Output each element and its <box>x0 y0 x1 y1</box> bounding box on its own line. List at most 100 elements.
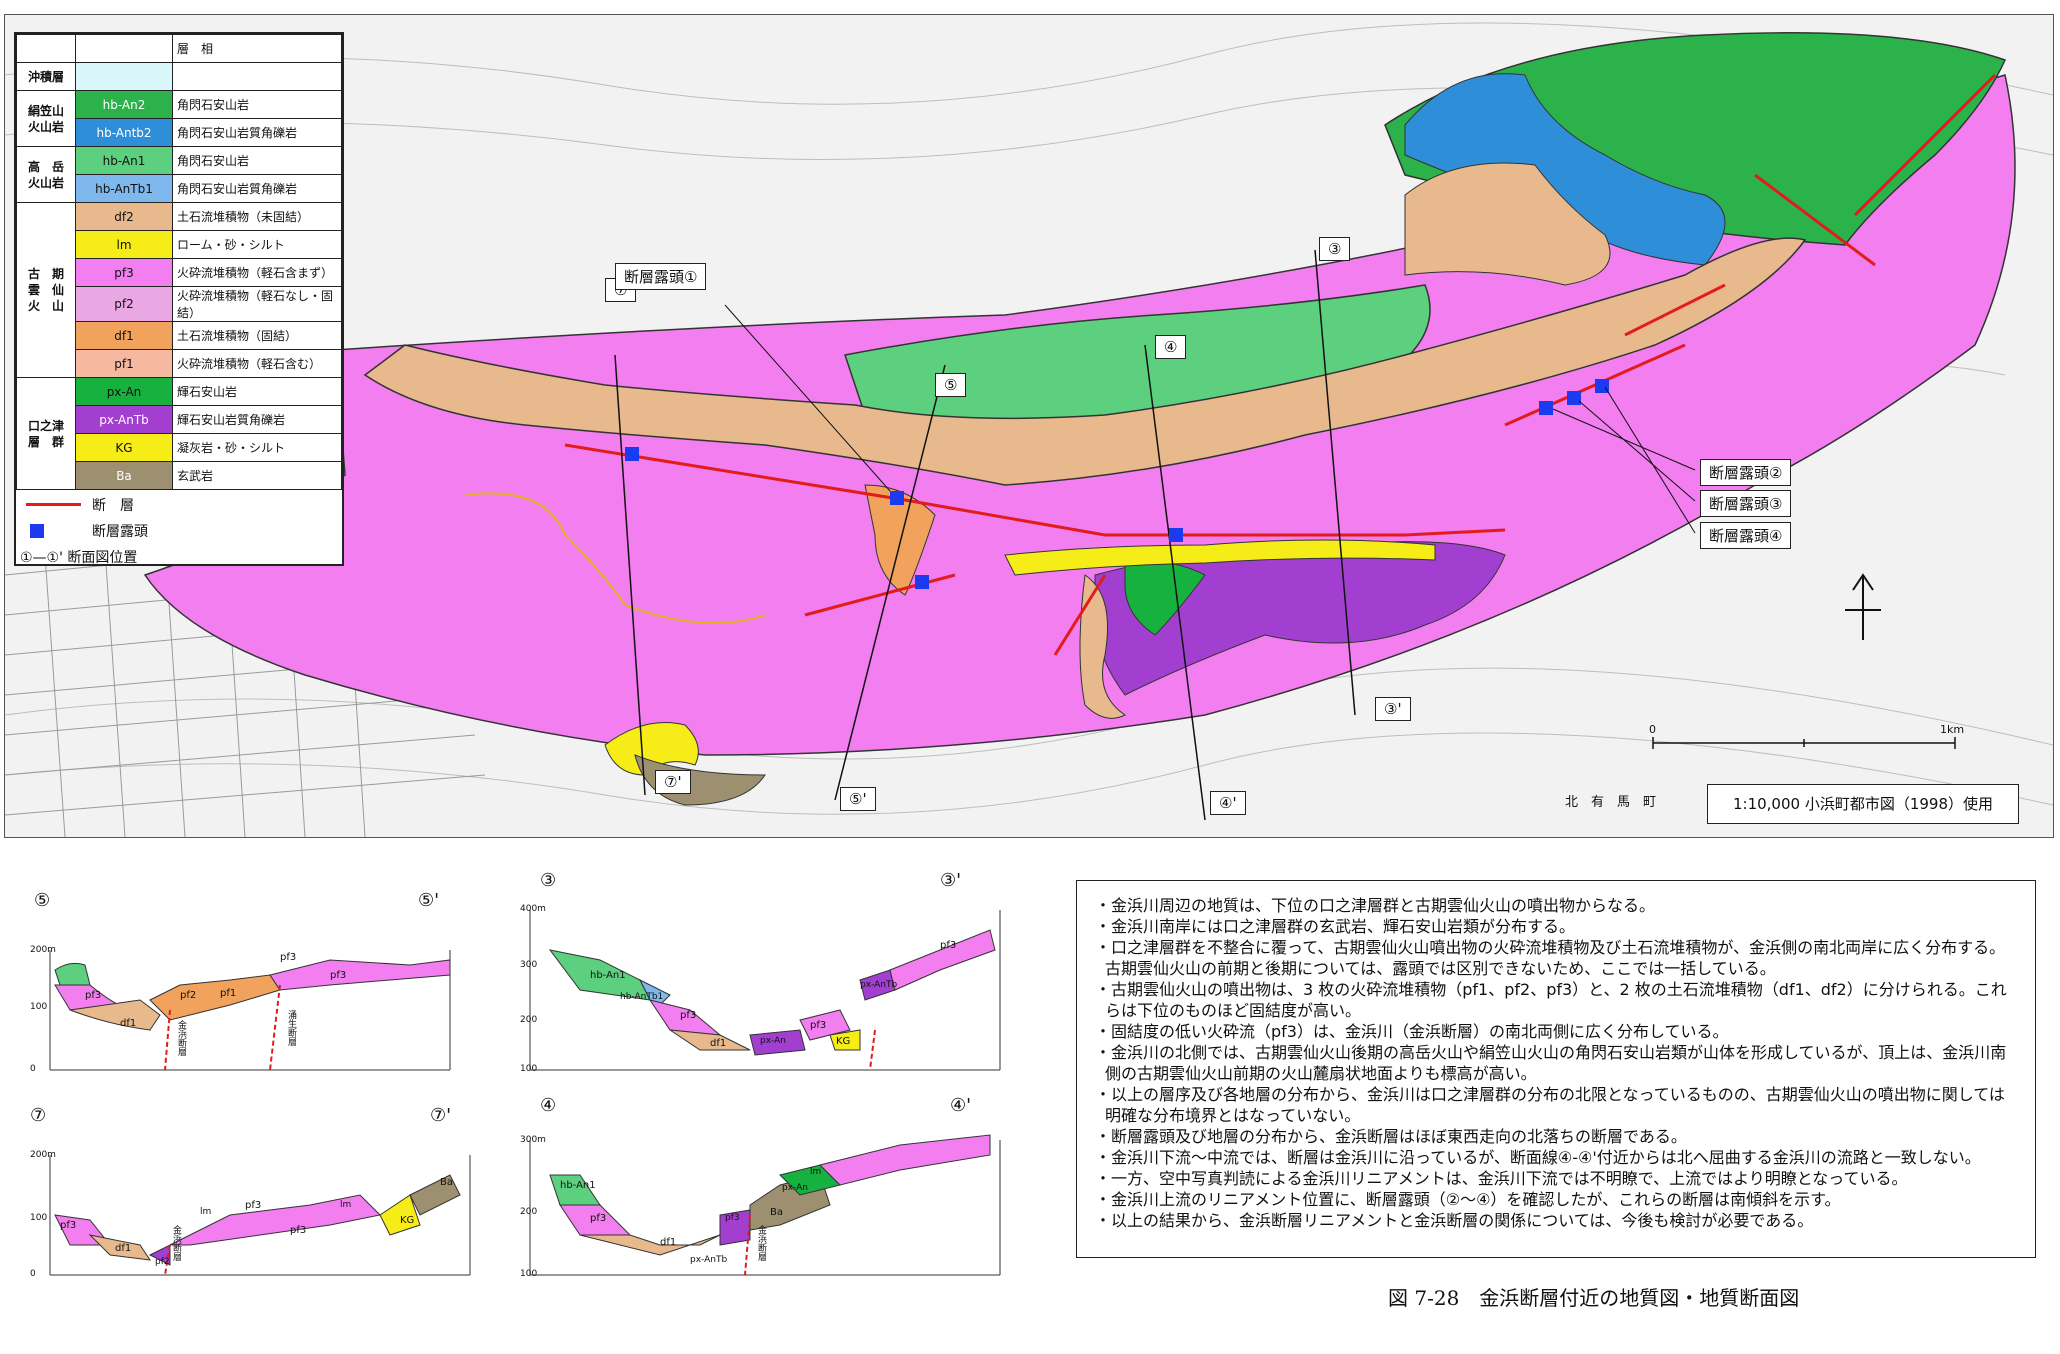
section-3-unit-df1: df1 <box>710 1038 727 1049</box>
note-item: ・以上の結果から、金浜断層リニアメントと金浜断層の関係については、今後も検討が必… <box>1095 1211 1814 1230</box>
section-4-elev-300: 300m <box>520 1135 546 1145</box>
scale-bar <box>1652 737 1956 749</box>
note-item: ・以上の層序及び各地層の分布から、金浜川は口之津層群の分布の北限となっているもの… <box>1095 1085 2005 1125</box>
section-3-elev-100: 100 <box>520 1064 538 1074</box>
lm-unit-south <box>604 722 699 776</box>
section-3-unit-pf3-c: pf3 <box>940 940 957 951</box>
section-7-unit-pf3-c: pf3 <box>290 1225 307 1236</box>
section-5-profile <box>49 950 451 1071</box>
note-item: ・金浜川の北側では、古期雲仙火山後期の高岳火山や絹笠山火山の角閃石安山岩類が山体… <box>1095 1043 2007 1083</box>
outcrop-symbol-icon <box>30 524 44 538</box>
legend-group-kuchinotsu: 口之津 層 群 <box>16 377 76 490</box>
section-3-unit-hb-An1: hb-An1 <box>590 970 626 981</box>
section-4-elev-100: 100 <box>520 1269 538 1279</box>
section-4-unit-pf3-b: pf3 <box>725 1213 740 1223</box>
legend-desc-pf1: 火砕流堆積物（軽石含む） <box>172 349 342 378</box>
note-item: ・口之津層群を不整合に覆って、古期雲仙火山噴出物の火砕流堆積物及び土石流堆積物が… <box>1095 938 2006 978</box>
section-7-profile <box>49 1155 471 1276</box>
section-7-fault-kanehama: 金浜断層 <box>171 1225 181 1261</box>
section-5-fault-kanehama: 金浜断層 <box>176 1020 186 1056</box>
callout-leaders <box>724 304 1696 534</box>
section-4-unit-Ba: Ba <box>770 1207 783 1218</box>
df2-unit-north <box>1404 162 1611 286</box>
section-7-unit-lm-b: lm <box>340 1200 352 1210</box>
legend-desc-px-AnTb: 輝石安山岩質角礫岩 <box>172 405 342 434</box>
section-5-fault-yusei: 涌生断層 <box>286 1010 296 1046</box>
section-4-unit-px-An: px-An <box>782 1183 808 1193</box>
legend-desc-pf2: 火砕流堆積物（軽石なし・固結） <box>172 286 342 322</box>
legend-group-kinugasa: 絹笠山 火山岩 <box>16 90 76 147</box>
notes-list: ・金浜川周辺の地質は、下位の口之津層群と古期雲仙火山の噴出物からなる。 ・金浜川… <box>1095 895 2017 1231</box>
legend-desc-lm: ローム・砂・シルト <box>172 230 342 259</box>
north-arrow-icon <box>1845 573 1881 640</box>
legend-code-hb-AnTb1: hb-AnTb1 <box>75 174 173 203</box>
legend-code-lm: lm <box>75 230 173 259</box>
note-item: ・古期雲仙火山の噴出物は、3 枚の火砕流堆積物（pf1、pf2、pf3）と、2 … <box>1095 980 2007 1020</box>
map-legend: 層 相 沖積層 絹笠山 火山岩 hb-An2 角閃石安山岩 hb-Antb2 角閃石安… <box>14 32 344 566</box>
section-5-right-label: ⑤' <box>418 890 440 911</box>
section-3-unit-pf3-b: pf3 <box>810 1020 827 1031</box>
river-line <box>464 492 766 624</box>
legend-desc-hb-An1: 角閃石安山岩 <box>172 146 342 175</box>
section-3-unit-hb-AnTb1: hb-AnTb1 <box>620 992 664 1002</box>
legend-desc-hb-AnTb1: 角閃石安山岩質角礫岩 <box>172 174 342 203</box>
section-lines <box>614 249 1356 821</box>
scale-end-label: 1km <box>1940 723 1965 736</box>
Ba-unit <box>1079 574 1126 719</box>
section-4-unit-px-AnTb: px-AnTb <box>690 1255 728 1265</box>
section-5-unit-pf3-b: pf3 <box>330 970 347 981</box>
section-3-unit-px-An: px-An <box>760 1036 786 1046</box>
section-mark-3: ③ <box>1319 237 1351 261</box>
note-item: ・断層露頭及び地層の分布から、金浜断層はほぼ東西走向の北落ちの断層である。 <box>1095 1127 1687 1146</box>
cross-section-3: ③ ③' hb-An1 hb-AnTb1 pf3 df1 px-An pf3 K… <box>520 870 1020 1090</box>
section-4-unit-lm: lm <box>810 1167 822 1177</box>
section-3-elev-300: 300 <box>520 960 538 970</box>
legend-outcrop-row: 断層露頭 <box>16 518 342 546</box>
legend-group-alluvium: 沖積層 <box>16 62 76 91</box>
section-3-left-label: ③ <box>540 870 557 891</box>
section-3-unit-px-AnTb: px-AnTb <box>860 980 898 990</box>
KG-unit <box>1004 539 1436 576</box>
note-item: ・金浜川周辺の地質は、下位の口之津層群と古期雲仙火山の噴出物からなる。 <box>1095 896 1656 915</box>
section-5-unit-pf3-c: pf3 <box>280 952 297 963</box>
section-5-unit-pf3-a: pf3 <box>85 990 102 1001</box>
legend-desc-KG: 凝灰岩・砂・シルト <box>172 433 342 462</box>
legend-table: 層 相 沖積層 絹笠山 火山岩 hb-An2 角閃石安山岩 hb-Antb2 角閃石安… <box>16 34 342 490</box>
scale-zero-label: 0 <box>1649 723 1656 736</box>
section-4-right-label: ④' <box>950 1095 972 1116</box>
section-5-unit-pf1: pf1 <box>220 988 237 999</box>
legend-desc-hb-An2: 角閃石安山岩 <box>172 90 342 119</box>
note-item: ・金浜川下流～中流では、断層は金浜川に沿っているが、断面線④-④'付近からは北へ… <box>1095 1148 1981 1167</box>
legend-fault-row: 断 層 <box>16 490 342 518</box>
legend-outcrop-label: 断層露頭 <box>92 524 148 540</box>
section-4-left-label: ④ <box>540 1095 557 1116</box>
place-label: 北 有 馬 町 <box>1565 795 1657 810</box>
legend-group-takadake: 高 岳 火山岩 <box>16 146 76 203</box>
legend-desc-df1: 土石流堆積物（固結） <box>172 321 342 350</box>
note-item: ・一方、空中写真判読による金浜川リニアメントは、金浜川下流では不明瞭で、上流では… <box>1095 1169 1908 1188</box>
section-7-elev-0: 0 <box>30 1269 36 1279</box>
section-3-profile <box>529 910 1001 1071</box>
legend-code-df1: df1 <box>75 321 173 350</box>
legend-desc-Ba: 玄武岩 <box>172 461 342 490</box>
section-5-elev-200: 200m <box>30 945 56 955</box>
section-3-unit-KG: KG <box>836 1036 851 1047</box>
section-5-elev-100: 100 <box>30 1002 48 1012</box>
note-item: ・金浜川上流のリニアメント位置に、断層露頭（②～④）を確認したが、これらの断層は… <box>1095 1190 1841 1209</box>
section-3-elev-200: 200 <box>520 1015 538 1025</box>
callout-outcrop-4: 断層露頭④ <box>1700 522 1792 549</box>
legend-code-Ba: Ba <box>75 461 173 490</box>
legend-code-hb-Antb2: hb-Antb2 <box>75 118 173 147</box>
section-mark-4p: ④' <box>1210 791 1246 815</box>
legend-code-hb-An2: hb-An2 <box>75 90 173 119</box>
section-7-unit-pf2: pf2 <box>155 1257 170 1267</box>
cross-section-5: ⑤ ⑤' pf3 df1 pf2 pf1 pf3 pf3 金浜断層 涌生断層 2… <box>30 890 470 1090</box>
legend-section-label: ①—①' 断面図位置 <box>20 550 138 566</box>
legend-code-df2: df2 <box>75 202 173 231</box>
section-3-right-label: ③' <box>940 870 962 891</box>
section-7-elev-100: 100 <box>30 1213 48 1223</box>
df2-band <box>363 237 1807 486</box>
section-5-left-label: ⑤ <box>34 890 51 911</box>
section-7-unit-pf3: pf3 <box>60 1220 77 1231</box>
explanation-notes: ・金浜川周辺の地質は、下位の口之津層群と古期雲仙火山の噴出物からなる。 ・金浜川… <box>1076 880 2036 1258</box>
